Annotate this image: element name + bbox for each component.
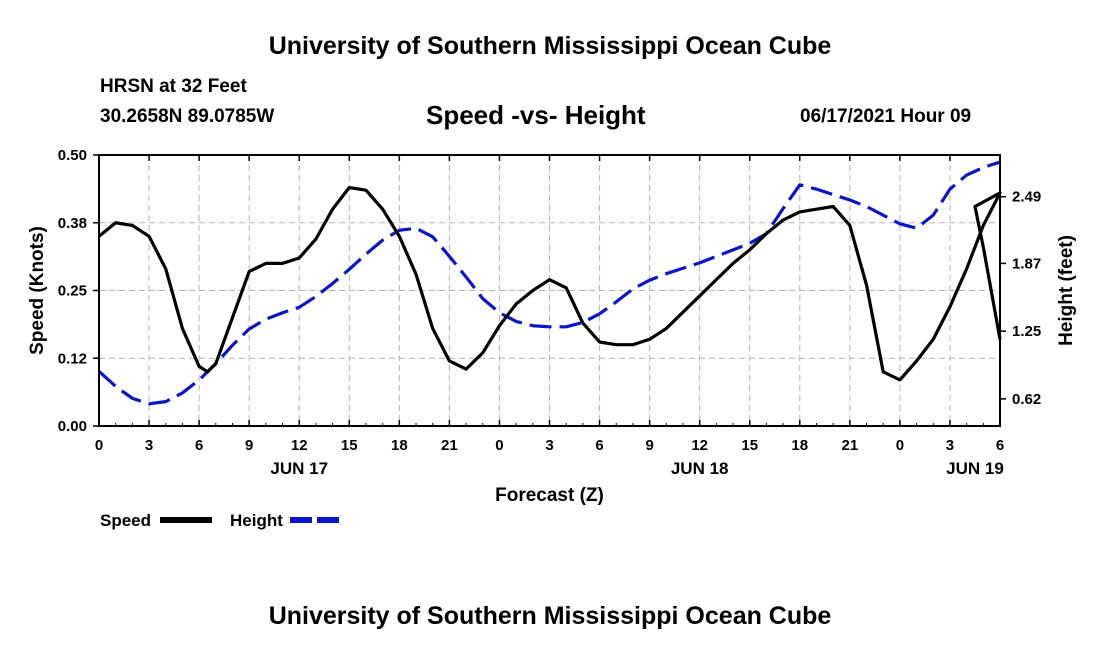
speed-series-line — [97, 185, 1002, 382]
x-tick-label: 6 — [996, 437, 1004, 454]
x-tick-label: 9 — [645, 437, 653, 454]
y-tick-label: 0.50 — [58, 147, 87, 164]
speed-height-chart: 0 3 6 9 12 15 18 21 0 3 6 9 12 15 18 21 0 3 6 0.00 0.12 0.25 0… — [27, 147, 1077, 530]
y-tick-label: 0.38 — [58, 215, 87, 232]
x-tick-label: 0 — [95, 437, 103, 454]
height-series-line — [97, 160, 1001, 406]
x-tick-label: 18 — [791, 437, 808, 454]
page-title: University of Southern Mississippi Ocean… — [268, 32, 832, 60]
x-tick-label: 21 — [441, 437, 458, 454]
station-label: HRSN at 32 Feet — [100, 76, 247, 97]
x-tick-label: 3 — [545, 437, 553, 454]
legend-height-label: Height — [230, 511, 283, 530]
y2-tick-label: 2.49 — [1012, 189, 1041, 206]
x-tick-label: 15 — [341, 437, 358, 454]
day-label: JUN 17 — [270, 459, 328, 478]
y2-tick-label: 1.87 — [1012, 255, 1041, 272]
x-tick-label: 0 — [495, 437, 503, 454]
x-tick-label: 6 — [595, 437, 603, 454]
y2-axis-title: Height (feet) — [1056, 235, 1077, 346]
footer-title: University of Southern Mississippi Ocean… — [268, 602, 832, 630]
station-coordinates: 30.2658N 89.0785W — [100, 106, 275, 127]
x-tick-label: 15 — [741, 437, 758, 454]
y-tick-label: 0.25 — [58, 283, 87, 300]
y-tick-label: 0.00 — [58, 418, 87, 435]
x-tick-label: 3 — [145, 437, 153, 454]
x-axis-title: Forecast (Z) — [495, 485, 604, 506]
x-tick-label: 12 — [291, 437, 308, 454]
y2-tick-label: 1.25 — [1012, 323, 1041, 340]
chart-subtitle: Speed -vs- Height — [426, 100, 646, 130]
x-tick-label: 6 — [195, 437, 203, 454]
forecast-datetime: 06/17/2021 Hour 09 — [800, 106, 972, 127]
x-tick-label: 12 — [691, 437, 708, 454]
x-tick-label: 9 — [245, 437, 253, 454]
y-axis-title: Speed (Knots) — [27, 226, 48, 355]
x-tick-label: 21 — [841, 437, 858, 454]
day-label: JUN 18 — [671, 459, 729, 478]
x-tick-label: 3 — [946, 437, 954, 454]
day-label: JUN 19 — [946, 459, 1004, 478]
legend-speed-label: Speed — [100, 511, 151, 530]
y2-tick-label: 0.62 — [1012, 391, 1041, 408]
x-tick-label: 18 — [391, 437, 408, 454]
y-tick-label: 0.12 — [58, 350, 87, 367]
x-tick-label: 0 — [896, 437, 904, 454]
